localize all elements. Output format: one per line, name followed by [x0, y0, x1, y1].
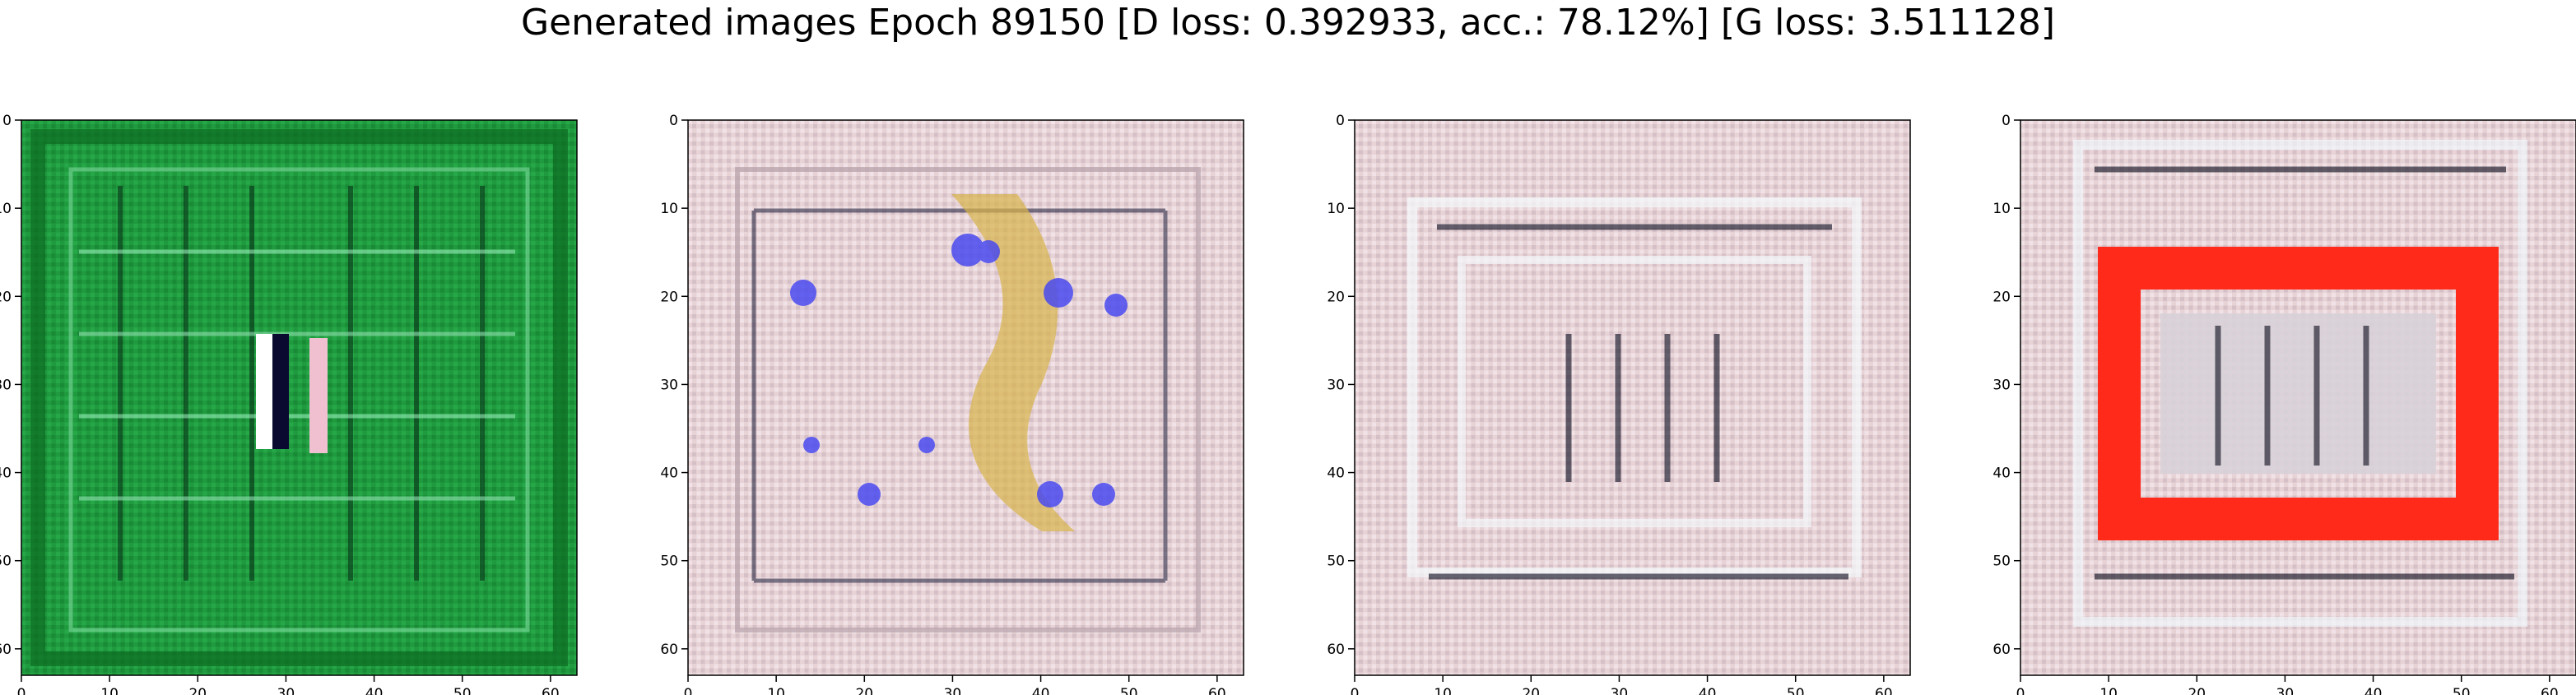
y-tick-label: 50: [660, 554, 678, 570]
red-frame: [2098, 247, 2499, 540]
y-tick-label: 20: [1327, 289, 1345, 305]
x-tick-label: 10: [1434, 686, 1452, 695]
y-tick-label: 60: [0, 642, 12, 658]
x-tick-label: 10: [2099, 686, 2118, 695]
x-tick-label: 30: [277, 686, 295, 695]
y-tick-label: 50: [1992, 554, 2011, 570]
x-tick-label: 0: [17, 686, 26, 695]
x-tick-label: 40: [2364, 686, 2383, 695]
y-tick-label: 40: [1992, 466, 2011, 482]
y-tick-label: 40: [660, 466, 678, 482]
x-tick-label: 60: [542, 686, 560, 695]
x-tick-label: 30: [944, 686, 962, 695]
x-tick-label: 60: [1875, 686, 1893, 695]
x-tick-label: 20: [1522, 686, 1540, 695]
y-tick-label: 20: [0, 289, 12, 305]
y-tick-label: 30: [1327, 377, 1345, 393]
x-tick-label: 30: [2276, 686, 2295, 695]
figure-title: Generated images Epoch 89150 [D loss: 0.…: [520, 2, 2056, 44]
y-tick-label: 50: [1327, 554, 1345, 570]
ticks-layer: 0 0 10 10 20 20 30 30 40 40 50 50 60 60 0 0 10 10 20 20 30 30…: [0, 113, 2559, 695]
y-tick-label: 60: [660, 642, 678, 658]
y-tick-label: 0: [2, 113, 12, 129]
y-tick-label: 30: [1992, 377, 2011, 393]
x-tick-label: 50: [453, 686, 472, 695]
x-tick-label: 20: [855, 686, 873, 695]
x-tick-label: 40: [1699, 686, 1717, 695]
y-tick-label: 30: [660, 377, 678, 393]
x-tick-label: 60: [2541, 686, 2559, 695]
panel-4: [2020, 119, 2576, 676]
y-tick-label: 40: [0, 466, 12, 482]
x-tick-label: 40: [365, 686, 384, 695]
x-tick-label: 0: [1351, 686, 1360, 695]
y-tick-label: 10: [1327, 201, 1345, 217]
y-tick-label: 20: [1992, 289, 2011, 305]
y-tick-label: 20: [660, 289, 678, 305]
x-tick-label: 50: [1787, 686, 1805, 695]
y-tick-label: 60: [1992, 642, 2011, 658]
x-tick-label: 30: [1611, 686, 1629, 695]
x-tick-label: 40: [1032, 686, 1050, 695]
y-tick-label: 0: [2002, 113, 2011, 129]
y-tick-label: 10: [660, 201, 678, 217]
x-tick-label: 60: [1208, 686, 1226, 695]
y-tick-label: 60: [1327, 642, 1345, 658]
x-tick-label: 10: [100, 686, 119, 695]
x-tick-label: 10: [767, 686, 785, 695]
panel-3: [1354, 119, 1911, 676]
x-tick-label: 0: [2016, 686, 2025, 695]
y-tick-label: 30: [0, 377, 12, 393]
x-tick-label: 20: [2188, 686, 2206, 695]
panel-3-image: [1355, 120, 1910, 675]
x-tick-label: 50: [2453, 686, 2471, 695]
panel-1: [21, 119, 578, 676]
y-tick-label: 50: [0, 554, 12, 570]
y-tick-label: 10: [0, 201, 12, 217]
x-tick-label: 0: [684, 686, 693, 695]
panel-2: [687, 119, 1244, 676]
panel-1-image: [21, 120, 577, 675]
y-tick-label: 10: [1992, 201, 2011, 217]
y-tick-label: 0: [1336, 113, 1345, 129]
y-tick-label: 40: [1327, 466, 1345, 482]
x-tick-label: 20: [188, 686, 207, 695]
y-tick-label: 0: [669, 113, 678, 129]
x-tick-label: 50: [1120, 686, 1138, 695]
